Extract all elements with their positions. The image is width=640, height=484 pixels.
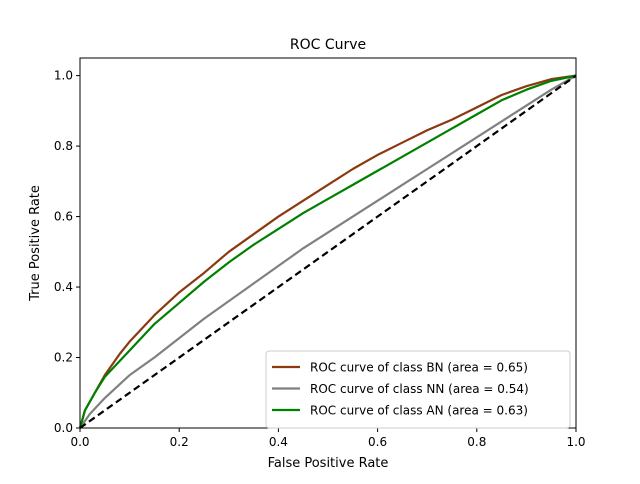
legend-label: ROC curve of class BN (area = 0.65) [310, 361, 528, 375]
series-line-1 [79, 74, 577, 429]
legend-label: ROC curve of class AN (area = 0.63) [310, 404, 528, 418]
x-tick-label: 0.8 [467, 435, 486, 449]
y-tick-label: 0.8 [54, 139, 73, 153]
y-axis-label: True Positive Rate [28, 185, 43, 302]
series-line-0 [78, 74, 577, 429]
series-lines [78, 74, 577, 429]
legend-box [265, 350, 571, 429]
legend-label: ROC curve of class NN (area = 0.54) [310, 382, 529, 396]
x-tick-label: 0.2 [170, 435, 189, 449]
x-axis-label: False Positive Rate [268, 456, 389, 471]
x-tick-label: 0.0 [70, 435, 89, 449]
chart-title: ROC Curve [290, 37, 366, 53]
x-tick-label: 1.0 [566, 435, 585, 449]
x-tick-label: 0.6 [368, 435, 387, 449]
y-tick-label: 1.0 [54, 69, 73, 83]
y-tick-label: 0.2 [54, 351, 73, 365]
series-line-2 [78, 74, 577, 429]
y-tick-label: 0.4 [54, 280, 73, 294]
y-tick-label: 0.6 [54, 210, 73, 224]
x-tick-label: 0.4 [269, 435, 288, 449]
legend: ROC curve of class BN (area = 0.65) ROC c… [265, 350, 571, 429]
axis-ticks: 0.0 0.2 0.4 0.6 0.8 1.0 0.0 0.2 0.4 0.6 0.8 1.0 [54, 69, 586, 449]
y-tick-label: 0.0 [54, 421, 73, 435]
diagonal-reference-line [79, 74, 577, 429]
